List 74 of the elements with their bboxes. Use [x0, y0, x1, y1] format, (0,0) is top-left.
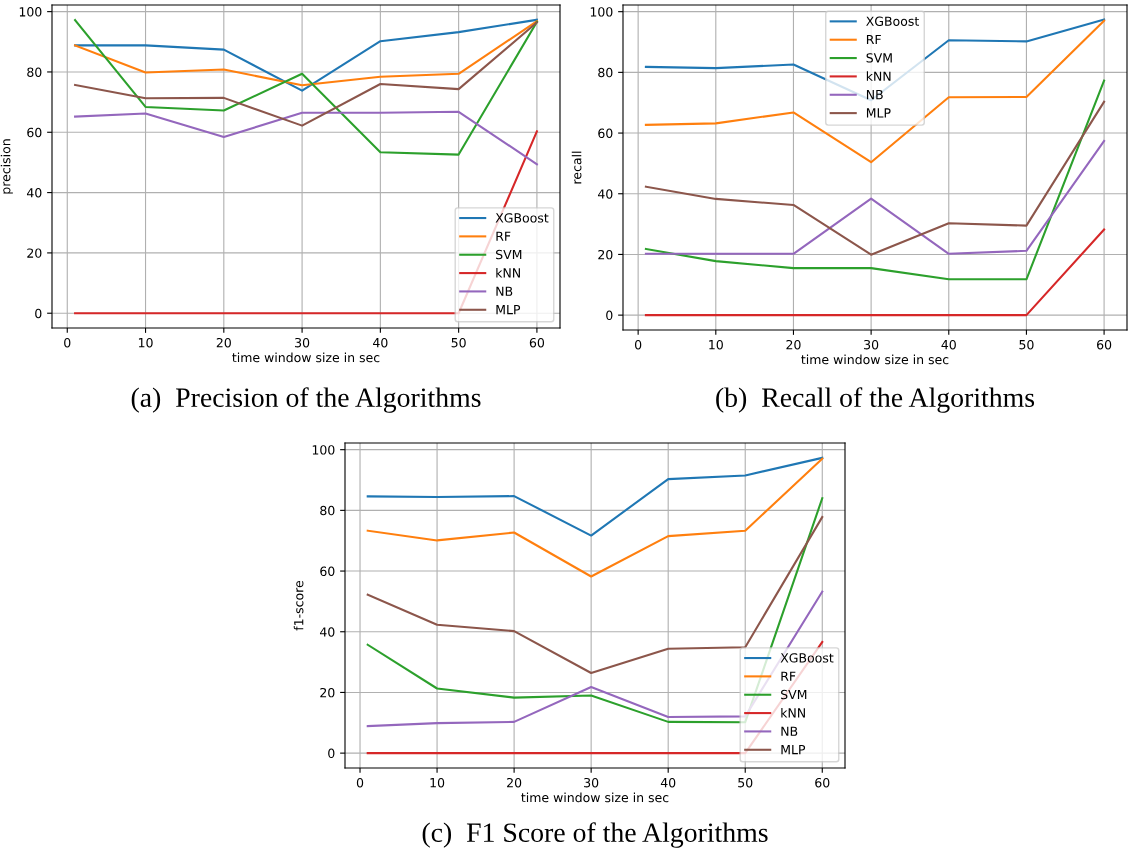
x-tick-label: 30	[864, 339, 879, 350]
line-series	[366, 456, 824, 537]
x-tick-label: 50	[451, 337, 466, 348]
text: (a) Precision of the Algorithms	[131, 387, 481, 413]
legend-label: MLP	[496, 305, 521, 315]
x-tick-label: 50	[1019, 339, 1034, 350]
legend-label: RF	[866, 34, 881, 45]
x-tick-label: 10	[430, 777, 445, 788]
legend-label: kNN	[496, 267, 520, 278]
x-axis-title: time window size in sec	[521, 792, 669, 803]
legend-label: NB	[781, 726, 798, 736]
x-tick-label: 30	[295, 337, 310, 348]
y-tick-label: 80	[27, 67, 42, 77]
y-tick-label: 40	[597, 189, 613, 199]
x-tick-label: 20	[786, 339, 801, 350]
text: (b) Recall of the Algorithms	[716, 387, 1035, 413]
y-tick-label: 40	[26, 188, 42, 198]
y-tick-label: 0	[328, 748, 335, 759]
line-series	[74, 19, 538, 156]
y-tick-label: 0	[35, 308, 42, 319]
y-tick-label: 80	[320, 505, 335, 516]
y-tick-label: 100	[312, 445, 335, 455]
line-series	[74, 21, 538, 127]
line-series	[366, 457, 824, 578]
legend-label: MLP	[866, 108, 891, 118]
text: (c) F1 Score of the Algorithms	[422, 822, 768, 848]
y-tick-label: 60	[320, 566, 335, 576]
y-axis-title: f1-score	[293, 580, 304, 631]
legend-label: SVM	[781, 689, 807, 700]
y-tick-label: 60	[27, 127, 42, 138]
legend-label: SVM	[866, 53, 892, 63]
line-series	[644, 100, 1106, 256]
y-tick-label: 0	[606, 310, 613, 321]
y-tick-label: 100	[590, 7, 613, 17]
x-tick-label: 20	[507, 777, 522, 788]
x-tick-label: 40	[660, 777, 676, 788]
x-axis-title: time window size in sec	[801, 354, 949, 365]
x-tick-label: 40	[373, 337, 388, 348]
line-series	[644, 79, 1106, 281]
line-series	[74, 110, 538, 166]
legend-label: XGBoost	[495, 213, 549, 223]
legend-label: kNN	[781, 707, 805, 718]
y-tick-label: 80	[598, 67, 613, 78]
y-tick-label: 20	[320, 687, 335, 698]
legend-label: XGBoost	[866, 16, 919, 26]
x-tick-label: 10	[138, 337, 153, 348]
x-tick-label: 0	[356, 777, 364, 788]
x-tick-label: 0	[64, 337, 71, 348]
line-series	[644, 139, 1106, 255]
x-tick-label: 10	[709, 339, 723, 350]
x-tick-label: 50	[738, 777, 753, 788]
legend-label: RF	[781, 671, 796, 681]
x-tick-label: 0	[634, 339, 642, 350]
legend-label: NB	[866, 90, 883, 100]
legend-label: SVM	[496, 249, 522, 260]
y-axis-title: precision	[0, 139, 13, 194]
y-tick-label: 20	[598, 249, 613, 260]
legend-label: NB	[496, 286, 513, 296]
y-tick-label: 20	[27, 248, 42, 258]
x-tick-label: 30	[584, 777, 599, 788]
legend-label: kNN	[866, 71, 891, 81]
x-tick-label: 60	[1097, 339, 1112, 350]
y-tick-label: 60	[598, 128, 613, 138]
x-tick-label: 60	[529, 337, 545, 348]
x-tick-label: 20	[216, 337, 231, 348]
x-tick-label: 40	[941, 339, 956, 350]
y-axis-title: recall	[571, 151, 582, 184]
y-tick-label: 40	[319, 627, 335, 637]
x-axis-title: time window size in sec	[232, 352, 380, 363]
legend-label: RF	[496, 231, 511, 241]
x-tick-label: 60	[815, 777, 830, 788]
legend-label: XGBoost	[780, 653, 834, 663]
legend-label: MLP	[781, 745, 806, 755]
y-tick-label: 100	[19, 7, 42, 17]
